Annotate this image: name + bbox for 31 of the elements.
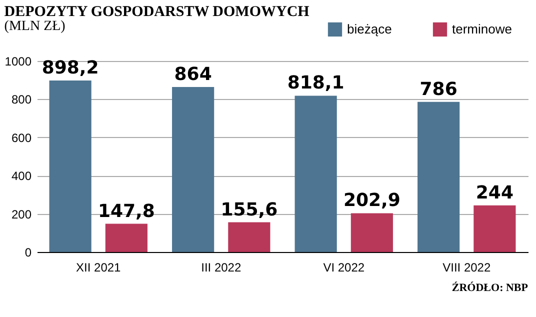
legend-label: bieżące — [347, 21, 392, 36]
x-tick-label: III 2022 — [201, 260, 242, 274]
chart-subtitle: (MLN ZŁ) — [4, 19, 66, 34]
bar — [418, 102, 460, 252]
y-tick-label: 200 — [11, 207, 32, 222]
bar — [105, 224, 148, 252]
y-tick-label: 400 — [11, 169, 32, 184]
data-label: 898,2 — [42, 57, 99, 78]
bar — [49, 80, 92, 252]
bar — [172, 86, 214, 252]
y-tick-label: 0 — [24, 246, 32, 260]
data-label: 147,8 — [98, 200, 155, 222]
y-tick-label: 600 — [11, 130, 32, 145]
data-label: 244 — [476, 182, 514, 204]
x-tick-label: XII 2021 — [76, 260, 122, 274]
y-tick-label: 1000 — [4, 54, 32, 68]
text: ŹRÓDŁO: NBP — [452, 281, 528, 294]
chart-title: DEPOZYTY GOSPODARSTW DOMOWYCH — [4, 4, 310, 20]
data-label: 818,1 — [287, 72, 344, 94]
x-tick-label: VIII 2022 — [442, 260, 491, 274]
bar — [294, 96, 337, 252]
data-label: 155,6 — [220, 199, 278, 220]
bar — [474, 205, 516, 252]
legend-label: terminowe — [452, 21, 512, 36]
data-label: 864 — [174, 64, 212, 85]
data-label: 202,9 — [343, 190, 400, 212]
bar — [350, 213, 393, 252]
data-label: 786 — [420, 78, 458, 100]
bar — [228, 222, 270, 252]
y-tick-label: 800 — [11, 92, 32, 107]
x-tick-label: VI 2022 — [323, 260, 365, 274]
